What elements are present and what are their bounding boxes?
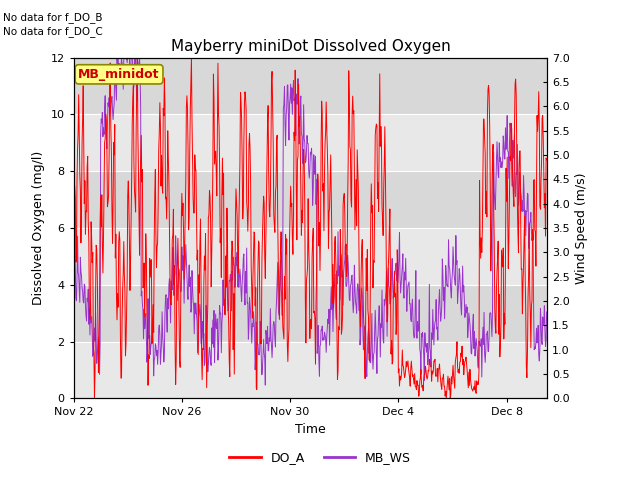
Title: Mayberry miniDot Dissolved Oxygen: Mayberry miniDot Dissolved Oxygen: [170, 39, 451, 54]
Text: No data for f_DO_C: No data for f_DO_C: [3, 26, 103, 37]
Bar: [74, 228, 547, 285]
Text: MB_minidot: MB_minidot: [78, 68, 160, 81]
Y-axis label: Wind Speed (m/s): Wind Speed (m/s): [575, 172, 588, 284]
Bar: [74, 114, 547, 171]
Y-axis label: Dissolved Oxygen (mg/l): Dissolved Oxygen (mg/l): [32, 151, 45, 305]
X-axis label: Time: Time: [295, 423, 326, 436]
Legend: DO_A, MB_WS: DO_A, MB_WS: [224, 446, 416, 469]
Bar: [74, 342, 547, 398]
Text: No data for f_DO_B: No data for f_DO_B: [3, 12, 102, 23]
